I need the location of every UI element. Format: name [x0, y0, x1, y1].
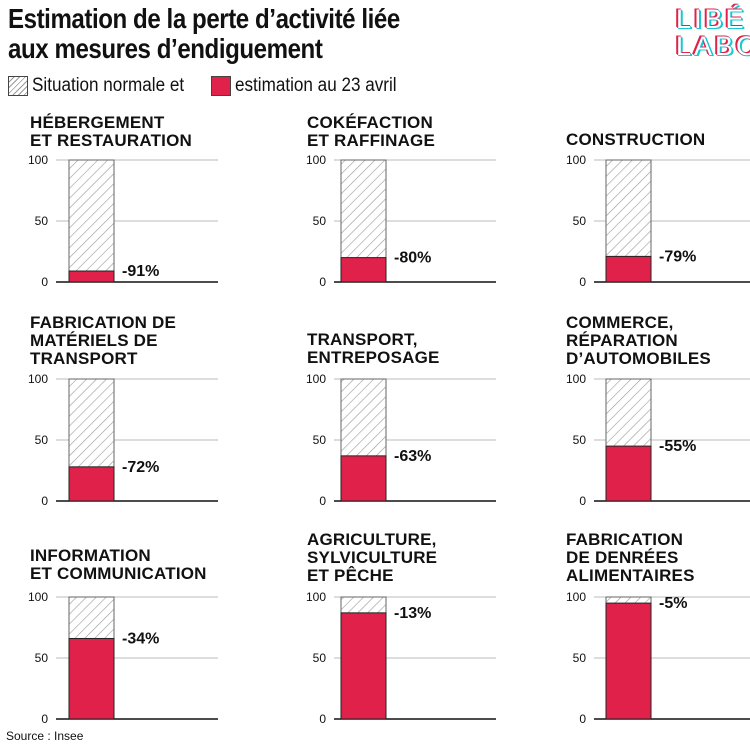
logo-line-2: LABO: [676, 31, 750, 61]
y-tick-label: 100: [306, 590, 326, 604]
libe-labo-logo: LIBÉ LABO: [676, 4, 750, 61]
y-tick-label: 100: [28, 372, 48, 386]
data-label: -13%: [394, 605, 431, 622]
chart-title-line: INFORMATION: [30, 546, 151, 565]
data-label: -55%: [659, 438, 696, 455]
chart-title-line: TRANSPORT,: [307, 330, 418, 349]
y-tick-label: 50: [573, 433, 587, 447]
bar-estimate: [340, 257, 387, 283]
legend-estimate-label: estimation au 23 avril: [235, 75, 397, 96]
legend-hatch-swatch: [8, 76, 28, 96]
chart-title-line: ET COMMUNICATION: [30, 564, 207, 583]
logo-line-1: LIBÉ: [676, 4, 747, 34]
y-tick-label: 50: [573, 651, 587, 665]
y-tick-label: 0: [579, 275, 586, 289]
chart-title-line: SYLVICULTURE: [307, 548, 437, 567]
chart-title-line: RÉPARATION: [566, 331, 678, 350]
chart-title-line: CONSTRUCTION: [566, 130, 705, 149]
source-note: Source : Insee: [6, 729, 84, 743]
y-tick-label: 50: [573, 214, 587, 228]
chart-title-line: COMMERCE,: [566, 313, 674, 332]
y-tick-label: 100: [566, 153, 586, 167]
y-tick-label: 50: [35, 214, 49, 228]
chart-title-line: DE DENRÉES: [566, 548, 679, 567]
y-tick-label: 50: [313, 651, 327, 665]
chart-title-line: FABRICATION DE: [30, 313, 176, 332]
data-label: -72%: [122, 459, 159, 476]
chart-title-line: D’AUTOMOBILES: [566, 349, 711, 368]
y-tick-label: 50: [35, 433, 49, 447]
y-tick-label: 100: [28, 590, 48, 604]
y-tick-label: 0: [319, 275, 326, 289]
y-tick-label: 0: [41, 275, 48, 289]
y-tick-label: 0: [41, 712, 48, 726]
legend-red-swatch: [211, 76, 231, 96]
y-tick-label: 0: [579, 494, 586, 508]
legend: Situation normale et estimation au 23 av…: [8, 74, 415, 98]
y-tick-label: 0: [41, 494, 48, 508]
y-tick-label: 50: [313, 214, 327, 228]
y-tick-label: 50: [313, 433, 327, 447]
chart-title-line: COKÉFACTION: [307, 113, 433, 132]
bar-estimate: [340, 612, 387, 720]
chart-title-line-1: Estimation de la perte d’activité liée: [8, 3, 400, 34]
chart-title-line: HÉBERGEMENT: [30, 113, 165, 132]
y-tick-label: 0: [319, 494, 326, 508]
chart-title-line: FABRICATION: [566, 530, 683, 549]
data-label: -79%: [659, 248, 696, 265]
bar-estimate: [605, 602, 652, 720]
chart-title-line: MATÉRIELS DE: [30, 331, 158, 350]
chart-title-line: TRANSPORT: [30, 349, 138, 368]
data-label: -80%: [394, 250, 431, 267]
y-tick-label: 0: [319, 712, 326, 726]
legend-normal-label: Situation normale et: [32, 75, 185, 96]
chart-title-line: ALIMENTAIRES: [566, 566, 695, 585]
chart-title-line: ET RAFFINAGE: [307, 131, 435, 150]
data-label: -63%: [394, 448, 431, 465]
bar-estimate: [68, 637, 115, 720]
y-tick-label: 100: [566, 590, 586, 604]
bar-estimate: [340, 455, 387, 502]
y-tick-label: 50: [35, 651, 49, 665]
y-tick-label: 100: [306, 372, 326, 386]
bar-estimate: [605, 445, 652, 502]
data-label: -34%: [122, 630, 159, 647]
chart-title-line: ET PÊCHE: [307, 566, 394, 585]
y-tick-label: 100: [28, 153, 48, 167]
y-tick-label: 100: [566, 372, 586, 386]
bar-estimate: [605, 255, 652, 283]
bar-estimate: [68, 270, 115, 283]
y-tick-label: 0: [579, 712, 586, 726]
bar-estimate: [68, 466, 115, 502]
data-label: -91%: [122, 263, 159, 280]
bar-normal: [68, 159, 115, 283]
data-label: -5%: [659, 595, 687, 612]
chart-title-line: ENTREPOSAGE: [307, 348, 440, 367]
chart-title-line-2: aux mesures d’endiguement: [8, 33, 323, 64]
chart-title-line: AGRICULTURE,: [307, 530, 437, 549]
chart-title: Estimation de la perte d’activité liée a…: [8, 4, 558, 64]
y-tick-label: 100: [306, 153, 326, 167]
chart-title-line: ET RESTAURATION: [30, 131, 192, 150]
